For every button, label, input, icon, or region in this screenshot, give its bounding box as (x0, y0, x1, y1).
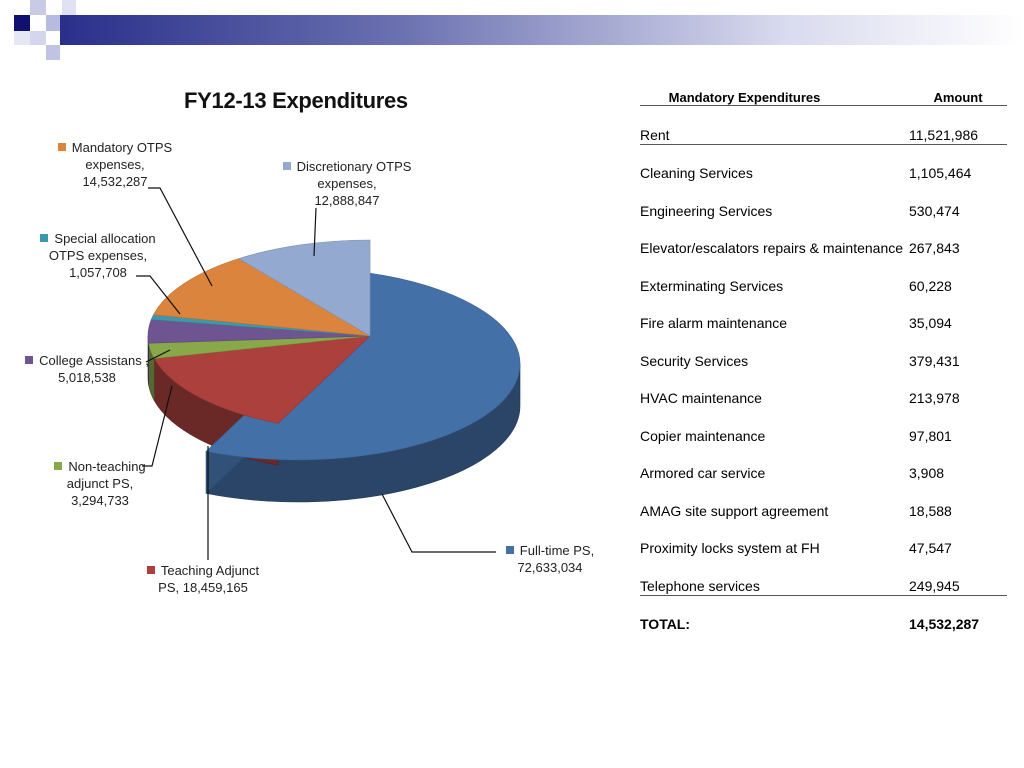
total-amount: 14,532,287 (909, 616, 980, 632)
table-cell-item: Rent (640, 105, 909, 145)
table-cell-item: Exterminating Services (640, 277, 784, 294)
callout-value: 72,633,034 (517, 560, 583, 575)
table-cell-amount: 18,588 (909, 502, 952, 519)
table-body: Rent 11,521,986 Cleaning Services 1,105,464… (640, 105, 1007, 634)
table-total-row: TOTAL: 14,532,287 (640, 595, 1007, 633)
table-row: Engineering Services 530,474 (640, 182, 1007, 220)
table-cell-item: Elevator/escalators repairs & maintenanc… (640, 240, 904, 256)
legend-swatch-special (40, 234, 49, 242)
column-header-amount: Amount (909, 85, 1007, 106)
callout-mandatory: Mandatory OTPS expenses, 14,532,287 (50, 139, 180, 190)
leader-line (145, 349, 171, 363)
table-cell-item: Cleaning Services (640, 165, 753, 181)
callout-line: Mandatory OTPS (71, 140, 173, 155)
table-row: Security Services 379,431 (640, 332, 1007, 370)
callout-value: 1,057,708 (69, 265, 127, 280)
table-cell-item: HVAC maintenance (640, 390, 762, 406)
callout-value: 3,294,733 (71, 493, 129, 508)
table-cell-amount: 249,945 (909, 557, 1007, 596)
legend-swatch-fulltime (505, 546, 514, 554)
column-header-item: Mandatory Expenditures (640, 85, 909, 106)
table-row: Proximity locks system at FH 47,547 (640, 520, 1007, 558)
chart-title: FY12-13 Expenditures (184, 88, 408, 113)
legend-swatch-teaching (146, 566, 155, 574)
callout-line: expenses, (317, 176, 377, 191)
mandatory-expenditures-table: Mandatory Expenditures Amount Rent 11,521… (640, 85, 1007, 633)
table-cell-item: Engineering Services (640, 202, 773, 219)
table-row: Fire alarm maintenance 35,094 (640, 295, 1007, 333)
callout-line: Special allocation (54, 231, 156, 246)
callout-special: Special allocation OTPS expenses, 1,057,… (36, 230, 160, 281)
table-cell-amount: 35,094 (909, 315, 952, 331)
leader-line (313, 207, 317, 257)
callout-value: 12,888,847 (314, 193, 380, 208)
table-cell-amount: 47,547 (909, 540, 952, 556)
header-decoration (14, 0, 1024, 60)
leader-line (142, 385, 173, 467)
callout-value: 14,532,287 (82, 174, 148, 189)
leader-line (136, 275, 181, 315)
table-cell-item: Fire alarm maintenance (640, 315, 788, 331)
leader-line (148, 187, 213, 287)
callout-line: OTPS expenses, (48, 248, 148, 263)
pie-slice (153, 335, 371, 424)
total-label: TOTAL: (640, 616, 691, 632)
table-cell-amount: 379,431 (909, 352, 960, 369)
callout-line: Discretionary OTPS (296, 159, 412, 174)
table-row: Copier maintenance 97,801 (640, 407, 1007, 445)
legend-swatch-college (25, 356, 34, 364)
table-row: Armored car service 3,908 (640, 445, 1007, 483)
table-cell-amount: 267,843 (909, 240, 960, 256)
table-cell-amount: 1,105,464 (909, 165, 972, 181)
table-cell-item: Copier maintenance (640, 427, 766, 444)
table-cell-item: Proximity locks system at FH (640, 540, 820, 556)
callout-nonteaching: Non-teaching adjunct PS, 3,294,733 (44, 458, 156, 509)
callout-teaching: Teaching Adjunct PS, 18,459,165 (137, 562, 269, 596)
table-header-row: Mandatory Expenditures Amount (640, 85, 1007, 106)
table-row: Exterminating Services 60,228 (640, 257, 1007, 295)
callout-line: College Assistans , (39, 353, 149, 368)
legend-swatch-nonteaching (54, 462, 63, 470)
table-cell-item: Security Services (640, 352, 749, 369)
table-row: Cleaning Services 1,105,464 (640, 144, 1007, 182)
table-row: Telephone services 249,945 (640, 557, 1007, 596)
callout-line: Non-teaching (68, 459, 146, 474)
callout-line: Teaching Adjunct (160, 563, 260, 578)
table-row: AMAG site support agreement 18,588 (640, 482, 1007, 520)
table-row: Elevator/escalators repairs & maintenanc… (640, 220, 1007, 258)
table-cell-amount: 3,908 (909, 465, 945, 481)
callout-fulltime: Full-time PS, 72,633,034 (498, 542, 602, 576)
table-row: Rent 11,521,986 (640, 105, 1007, 145)
table-cell-amount: 530,474 (909, 202, 960, 219)
callout-value: PS, 18,459,165 (158, 580, 248, 595)
table-cell-item: AMAG site support agreement (640, 502, 829, 519)
table-cell-amount: 60,228 (909, 277, 952, 294)
legend-swatch-discretionary (282, 162, 291, 170)
callout-line: Full-time PS, (519, 543, 595, 558)
table-cell-amount: 97,801 (909, 427, 952, 444)
table-cell-item: Armored car service (640, 465, 766, 481)
legend-swatch-mandatory (57, 143, 66, 151)
callout-discretionary: Discretionary OTPS expenses, 12,888,847 (277, 158, 417, 209)
callout-line: expenses, (85, 157, 145, 172)
table-cell-amount: 11,521,986 (909, 105, 1007, 145)
table-cell-item: Telephone services (640, 557, 909, 596)
leader-line (381, 493, 496, 553)
leader-lines (136, 187, 496, 560)
callout-college: College Assistans , 5,018,538 (22, 352, 152, 386)
pie-slice (237, 239, 371, 337)
table-cell-amount: 213,978 (909, 390, 960, 406)
table-row: HVAC maintenance 213,978 (640, 370, 1007, 408)
callout-line: adjunct PS, (66, 476, 134, 491)
pie-chart (136, 187, 521, 560)
callout-value: 5,018,538 (58, 370, 116, 385)
